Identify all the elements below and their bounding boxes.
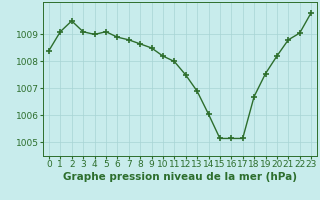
X-axis label: Graphe pression niveau de la mer (hPa): Graphe pression niveau de la mer (hPa) (63, 172, 297, 182)
